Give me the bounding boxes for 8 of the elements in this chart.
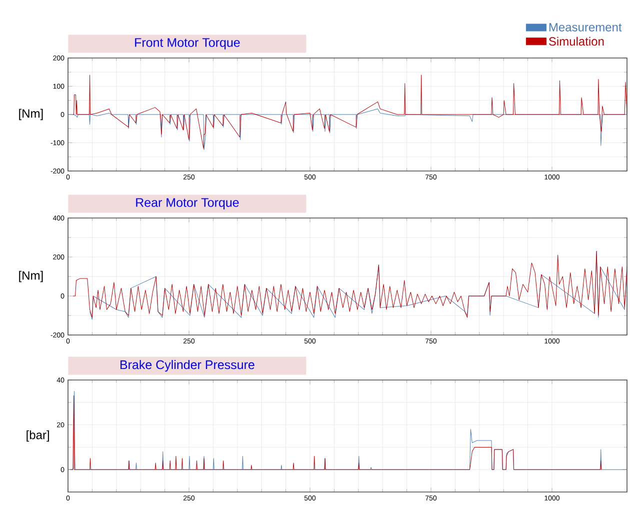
- legend-label: Measurement: [549, 23, 622, 32]
- chart-title: Brake Cylinder Pressure: [120, 360, 254, 372]
- y-axis-title: [Nm]: [19, 270, 43, 282]
- legend-label: Simulation: [548, 36, 604, 46]
- y-axis-title: [Nm]: [19, 108, 43, 120]
- y-axis-title: [bar]: [26, 430, 49, 442]
- chart-title: Rear Motor Torque: [136, 198, 239, 210]
- chart-title: Front Motor Torque: [135, 38, 240, 50]
